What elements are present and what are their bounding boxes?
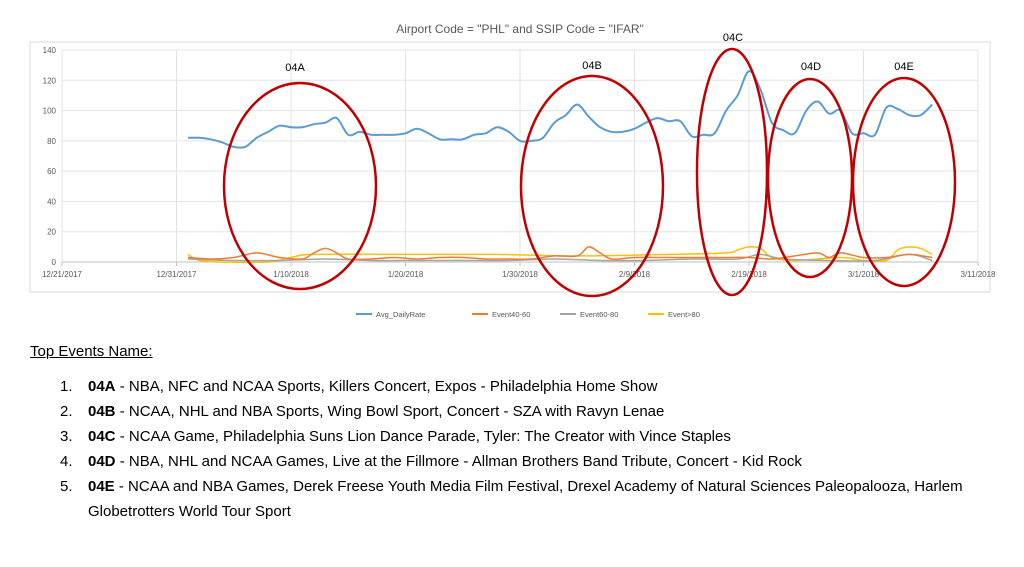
y-tick-label: 80 bbox=[47, 137, 56, 146]
event-description: - NBA, NFC and NCAA Sports, Killers Conc… bbox=[115, 378, 658, 395]
annotation-ellipse bbox=[519, 74, 665, 298]
event-item: 1. 04A - NBA, NFC and NCAA Sports, Killer… bbox=[60, 374, 1010, 399]
annotation-label: 04C bbox=[723, 32, 743, 44]
chart-frame bbox=[29, 41, 991, 293]
annotation-ellipse bbox=[851, 76, 957, 288]
event-code: 04D bbox=[88, 453, 116, 470]
chart-legend: Avg_DailyRate Event40-60 Event60-80 Event>8… bbox=[356, 310, 700, 319]
annotation-label: 04D bbox=[801, 61, 821, 73]
x-tick-label: 3/1/2018 bbox=[848, 270, 880, 279]
event-code: 04B bbox=[88, 403, 116, 420]
x-tick-label: 12/21/2017 bbox=[42, 270, 83, 279]
event-number: 3. bbox=[60, 428, 73, 445]
x-tick-label: 1/30/2018 bbox=[502, 270, 538, 279]
event-description: - NBA, NHL and NCAA Games, Live at the F… bbox=[115, 453, 802, 470]
annotation-label: 04A bbox=[285, 62, 305, 74]
event-item: 4. 04D - NBA, NHL and NCAA Games, Live at… bbox=[60, 449, 1010, 474]
event-number: 2. bbox=[60, 403, 73, 420]
events-list: 1. 04A - NBA, NFC and NCAA Sports, Killer… bbox=[30, 374, 1010, 524]
line-chart: Airport Code = "PHL" and SSIP Code = "IF… bbox=[29, 22, 996, 319]
y-tick-label: 20 bbox=[47, 228, 56, 237]
y-tick-label: 100 bbox=[43, 107, 57, 116]
legend-label: Event40-60 bbox=[492, 310, 530, 319]
x-tick-label: 2/19/2018 bbox=[731, 270, 767, 279]
annotation-label: 04E bbox=[894, 61, 914, 73]
x-axis-ticks: 12/21/2017 12/31/2017 1/10/2018 1/20/2018 1/… bbox=[42, 270, 996, 279]
event-description: - NCAA, NHL and NBA Sports, Wing Bowl Sp… bbox=[115, 403, 665, 420]
x-tick-label: 3/11/2018 bbox=[961, 270, 997, 279]
event-item: 2. 04B - NCAA, NHL and NBA Sports, Wing B… bbox=[60, 399, 1010, 424]
y-tick-label: 120 bbox=[43, 76, 57, 85]
legend-label: Event60-80 bbox=[580, 310, 618, 319]
series-line-0 bbox=[187, 70, 933, 149]
event-description: - NCAA Game, Philadelphia Suns Lion Danc… bbox=[115, 428, 731, 445]
event-item: 5. 04E - NCAA and NBA Games, Derek Freese… bbox=[60, 474, 1010, 524]
top-events-section: Top Events Name: 1. 04A - NBA, NFC and NC… bbox=[30, 343, 1010, 524]
chart-title: Airport Code = "PHL" and SSIP Code = "IF… bbox=[396, 22, 644, 36]
y-tick-label: 0 bbox=[52, 258, 57, 267]
legend-label: Avg_DailyRate bbox=[376, 310, 425, 319]
x-tick-label: 12/31/2017 bbox=[156, 270, 197, 279]
gridlines bbox=[61, 49, 979, 266]
event-number: 5. bbox=[60, 478, 73, 495]
x-tick-label: 1/20/2018 bbox=[388, 270, 424, 279]
event-number: 1. bbox=[60, 378, 73, 395]
annotation-label: 04B bbox=[582, 60, 602, 72]
chart-area: Airport Code = "PHL" and SSIP Code = "IF… bbox=[29, 22, 996, 319]
event-code: 04E bbox=[88, 478, 115, 495]
series-line-1 bbox=[187, 246, 933, 261]
y-axis-ticks: 0 20 40 60 80 100 120 140 bbox=[43, 46, 57, 267]
event-annotations: 04A 04B 04C 04D 04E bbox=[222, 32, 957, 298]
event-code: 04A bbox=[88, 378, 116, 395]
event-description: - NCAA and NBA Games, Derek Freese Youth… bbox=[88, 478, 963, 520]
y-tick-label: 140 bbox=[43, 46, 57, 55]
series-lines bbox=[187, 70, 933, 264]
event-number: 4. bbox=[60, 453, 73, 470]
annotation-ellipse bbox=[222, 81, 378, 291]
y-tick-label: 40 bbox=[47, 197, 56, 206]
x-tick-label: 1/10/2018 bbox=[273, 270, 309, 279]
y-tick-label: 60 bbox=[47, 167, 56, 176]
event-item: 3. 04C - NCAA Game, Philadelphia Suns Lio… bbox=[60, 424, 1010, 449]
events-heading: Top Events Name: bbox=[30, 343, 153, 360]
event-code: 04C bbox=[88, 428, 116, 445]
series-line-2 bbox=[187, 253, 933, 262]
legend-label: Event>80 bbox=[668, 310, 700, 319]
annotation-ellipse bbox=[766, 77, 854, 279]
